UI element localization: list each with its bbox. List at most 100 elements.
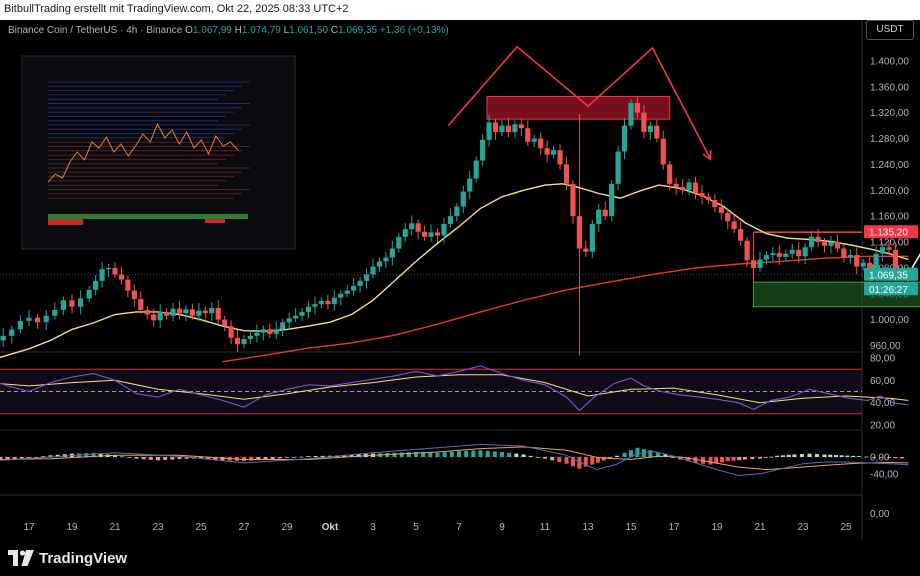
- x-tick-label: 11: [540, 522, 551, 533]
- rsi-line: [0, 365, 909, 412]
- candle: [680, 179, 686, 195]
- macd-tick-label-lower: 0,00: [870, 509, 890, 520]
- candle-body: [892, 249, 899, 270]
- macd-histogram-bar: [421, 452, 426, 457]
- candle: [17, 315, 23, 334]
- macd-histogram-bar: [845, 455, 850, 457]
- candle: [52, 302, 58, 320]
- candle: [763, 251, 770, 265]
- candle: [151, 308, 157, 327]
- candle-body: [531, 138, 537, 142]
- candle: [170, 302, 176, 321]
- candle: [667, 160, 673, 191]
- macd-histogram-bar: [893, 457, 898, 459]
- chart-canvas[interactable]: 960,001.000,001.040,001.080,001.120,001.…: [0, 20, 920, 540]
- x-tick-label: 27: [238, 522, 250, 533]
- macd-histogram-bar: [392, 452, 397, 457]
- candle-body: [428, 232, 434, 237]
- candle: [557, 144, 563, 170]
- candle: [234, 330, 241, 352]
- candle: [409, 215, 415, 236]
- x-tick-label: 5: [413, 522, 419, 533]
- candle-body: [602, 209, 608, 217]
- macd-signal-line: [0, 446, 909, 471]
- candle: [260, 325, 266, 341]
- candle: [596, 203, 602, 232]
- macd-histogram-bar: [737, 457, 742, 461]
- macd-histogram-bar: [731, 457, 736, 461]
- m-pattern-arrowhead: [702, 150, 712, 161]
- x-tick-label: 17: [668, 522, 680, 533]
- macd-histogram-bar: [299, 456, 304, 458]
- candle-body: [331, 297, 337, 305]
- macd-histogram-bar: [550, 457, 555, 461]
- macd-histogram-bar: [775, 455, 780, 457]
- macd-histogram-bar: [113, 455, 117, 457]
- candle: [660, 130, 666, 170]
- candle-body: [241, 339, 247, 345]
- x-tick-label: 21: [109, 522, 121, 533]
- candle-body: [389, 248, 395, 258]
- candle-body: [473, 160, 479, 179]
- candle: [834, 234, 840, 253]
- candle: [757, 251, 763, 272]
- macd-histogram-bar: [213, 457, 218, 460]
- candle: [809, 231, 815, 252]
- macd-tick-label: 0,00: [870, 453, 890, 464]
- candle: [538, 132, 544, 155]
- candle: [86, 286, 92, 303]
- candle: [712, 194, 718, 213]
- candle: [196, 302, 202, 321]
- macd-histogram-bar: [270, 457, 275, 459]
- price-tick-label: 1.000,00: [870, 315, 909, 326]
- candle-body: [415, 223, 421, 232]
- macd-histogram-bar: [277, 457, 282, 459]
- macd-histogram-bar: [27, 457, 31, 459]
- candle-body: [357, 280, 363, 287]
- macd-histogram-bar: [822, 454, 827, 457]
- candle: [299, 308, 305, 321]
- macd-histogram-bar: [414, 451, 418, 457]
- macd-histogram-bar: [141, 457, 146, 460]
- candle: [563, 156, 570, 191]
- price-tick-label: 1.360,00: [870, 82, 909, 93]
- macd-histogram-bar: [220, 457, 225, 461]
- chart-area[interactable]: 960,001.000,001.040,001.080,001.120,001.…: [0, 20, 920, 540]
- candle-body: [699, 192, 705, 197]
- candle-body: [867, 262, 873, 270]
- candle-body: [641, 112, 647, 133]
- candle: [531, 134, 537, 147]
- candle: [505, 117, 512, 138]
- candle-body: [138, 298, 144, 310]
- macd-histogram-bar: [763, 457, 768, 458]
- currency-button[interactable]: USDT: [866, 20, 914, 40]
- candle: [99, 261, 105, 288]
- x-tick-label: 23: [152, 522, 164, 533]
- candle-body: [750, 260, 757, 268]
- macd-histogram-bar: [622, 452, 627, 457]
- candle: [602, 201, 608, 221]
- candle: [654, 119, 660, 143]
- candle: [615, 145, 621, 191]
- candle-body: [344, 290, 350, 294]
- candle-body: [105, 267, 112, 270]
- candle-body: [209, 308, 215, 314]
- candle: [428, 224, 434, 243]
- candle-body: [228, 326, 234, 338]
- close-label: C: [330, 25, 339, 36]
- macd-histogram-bar: [500, 451, 504, 457]
- candle-body: [518, 124, 524, 129]
- macd-histogram-bar: [871, 457, 876, 458]
- candle: [351, 278, 357, 296]
- macd-histogram-bar: [590, 457, 595, 465]
- candle-body: [325, 300, 331, 305]
- candle: [209, 302, 215, 321]
- tradingview-logo[interactable]: TradingView: [8, 547, 127, 569]
- macd-histogram-bar: [478, 450, 483, 457]
- x-tick-label: 21: [754, 522, 766, 533]
- candle-body: [770, 253, 776, 255]
- candle: [396, 232, 402, 253]
- rsi-tick-label: 60,00: [870, 376, 895, 387]
- macd-histogram-bar: [120, 456, 125, 458]
- high-label: H: [234, 25, 242, 36]
